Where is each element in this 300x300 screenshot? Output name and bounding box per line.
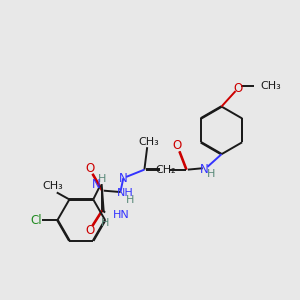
Text: N: N xyxy=(92,178,101,190)
Text: NH: NH xyxy=(116,188,133,199)
Text: Cl: Cl xyxy=(31,214,42,226)
Text: H: H xyxy=(101,218,109,228)
Text: N: N xyxy=(119,172,128,184)
Text: H: H xyxy=(126,195,135,205)
Text: O: O xyxy=(172,139,181,152)
Text: O: O xyxy=(85,224,94,237)
Text: H: H xyxy=(207,169,215,179)
Text: CH₂: CH₂ xyxy=(155,165,176,175)
Text: H: H xyxy=(98,174,106,184)
Text: CH₃: CH₃ xyxy=(261,80,281,91)
Text: O: O xyxy=(234,82,243,95)
Text: HN: HN xyxy=(113,210,130,220)
Text: CH₃: CH₃ xyxy=(138,136,159,147)
Text: CH₃: CH₃ xyxy=(42,181,63,191)
Text: N: N xyxy=(200,163,209,176)
Text: O: O xyxy=(85,162,94,175)
